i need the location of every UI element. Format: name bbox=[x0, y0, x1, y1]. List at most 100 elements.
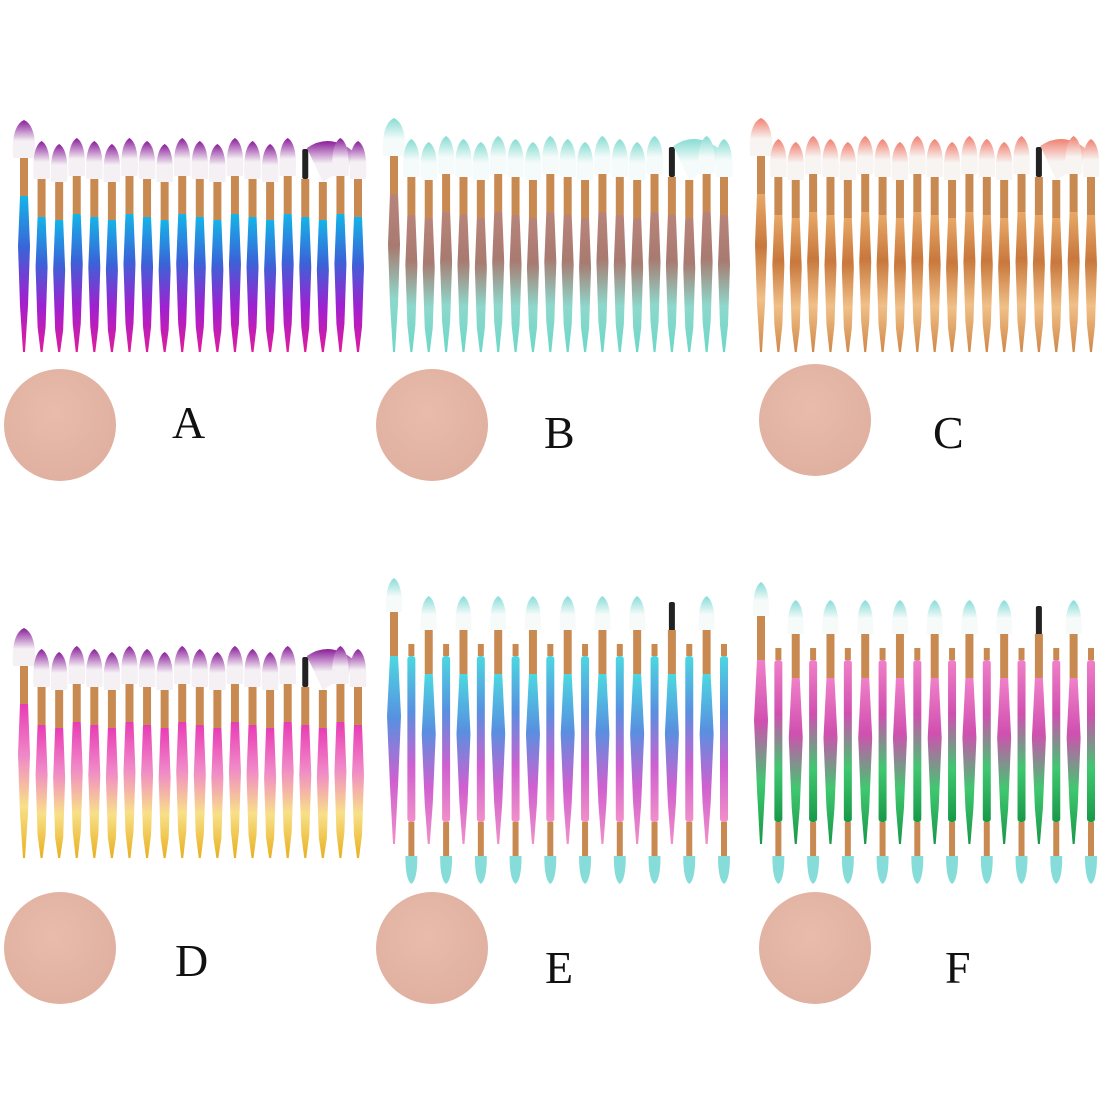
brush bbox=[85, 141, 103, 352]
brush bbox=[772, 648, 785, 884]
brush bbox=[752, 582, 770, 844]
brush bbox=[1085, 648, 1097, 884]
brush bbox=[787, 142, 805, 352]
brush bbox=[559, 596, 576, 844]
brush bbox=[33, 141, 50, 352]
brush-set-e bbox=[376, 578, 730, 1004]
brush bbox=[1065, 136, 1082, 352]
brush bbox=[12, 120, 36, 352]
brush bbox=[299, 657, 312, 858]
brush-set-f bbox=[752, 582, 1097, 1004]
brush bbox=[698, 136, 715, 352]
brush bbox=[191, 649, 209, 858]
brush bbox=[138, 649, 156, 858]
brush bbox=[594, 136, 611, 352]
brush bbox=[911, 648, 924, 884]
sponge-puff bbox=[376, 892, 488, 1004]
brush bbox=[683, 644, 696, 884]
brush bbox=[891, 600, 909, 844]
brush bbox=[244, 141, 261, 352]
brush bbox=[121, 138, 138, 352]
brush-set-a bbox=[4, 120, 367, 481]
brush bbox=[876, 648, 889, 884]
brush bbox=[455, 596, 472, 844]
sponge-puff bbox=[759, 892, 871, 1004]
brush bbox=[926, 139, 944, 352]
brush bbox=[613, 644, 626, 884]
brush bbox=[382, 118, 406, 352]
brush bbox=[579, 644, 592, 884]
brush bbox=[173, 138, 191, 352]
brush bbox=[804, 136, 822, 352]
brush bbox=[507, 139, 524, 352]
variant-label-e: E bbox=[545, 942, 574, 993]
brush bbox=[156, 652, 173, 858]
brush bbox=[559, 139, 577, 352]
brush bbox=[349, 141, 367, 352]
brush bbox=[611, 139, 629, 352]
brush bbox=[576, 142, 594, 352]
brush bbox=[961, 136, 978, 352]
variant-label-a: A bbox=[172, 397, 206, 448]
brush bbox=[33, 649, 50, 858]
brush bbox=[628, 142, 646, 352]
brush bbox=[349, 649, 367, 858]
brush bbox=[715, 139, 733, 352]
brush bbox=[50, 144, 68, 352]
brush bbox=[856, 136, 874, 352]
brush bbox=[943, 142, 961, 352]
brush bbox=[594, 596, 611, 844]
variant-label-f: F bbox=[945, 942, 971, 993]
brush bbox=[629, 596, 646, 844]
brush bbox=[156, 144, 173, 352]
brush bbox=[68, 646, 86, 858]
brush bbox=[857, 600, 874, 844]
brush bbox=[648, 644, 661, 884]
sponge-puff bbox=[4, 892, 116, 1004]
brush bbox=[698, 596, 715, 844]
brush bbox=[1031, 606, 1046, 844]
brush bbox=[50, 652, 68, 858]
brush bbox=[749, 118, 773, 352]
brush bbox=[403, 139, 420, 352]
brush bbox=[1050, 648, 1063, 884]
brush bbox=[718, 644, 730, 884]
brush bbox=[995, 142, 1013, 352]
brush bbox=[332, 138, 349, 352]
brush bbox=[12, 628, 36, 858]
brush bbox=[946, 648, 959, 884]
brush bbox=[839, 142, 857, 352]
brush bbox=[121, 646, 138, 858]
brush bbox=[474, 644, 487, 884]
brush bbox=[646, 136, 663, 352]
brush bbox=[437, 136, 455, 352]
brush bbox=[961, 600, 978, 844]
brush bbox=[489, 136, 507, 352]
brush bbox=[440, 644, 453, 884]
brush bbox=[996, 600, 1013, 844]
brush bbox=[299, 149, 312, 352]
brush bbox=[664, 602, 679, 844]
brush bbox=[509, 644, 522, 884]
brush bbox=[770, 139, 787, 352]
brush bbox=[103, 652, 121, 858]
brush bbox=[1082, 139, 1100, 352]
brush bbox=[908, 136, 926, 352]
sponge-puff bbox=[4, 369, 116, 481]
brush bbox=[1015, 648, 1028, 884]
brush bbox=[226, 138, 244, 352]
brush bbox=[822, 600, 839, 844]
brush bbox=[1013, 136, 1030, 352]
brush bbox=[787, 600, 804, 844]
brush bbox=[226, 646, 244, 858]
brush bbox=[978, 139, 996, 352]
variant-label-b: B bbox=[544, 407, 575, 458]
variant-label-c: C bbox=[933, 407, 964, 458]
brush bbox=[544, 644, 557, 884]
brush-set-c bbox=[749, 118, 1100, 476]
brush bbox=[173, 646, 191, 858]
brush bbox=[244, 649, 261, 858]
brush bbox=[455, 139, 472, 352]
brush bbox=[524, 596, 542, 844]
